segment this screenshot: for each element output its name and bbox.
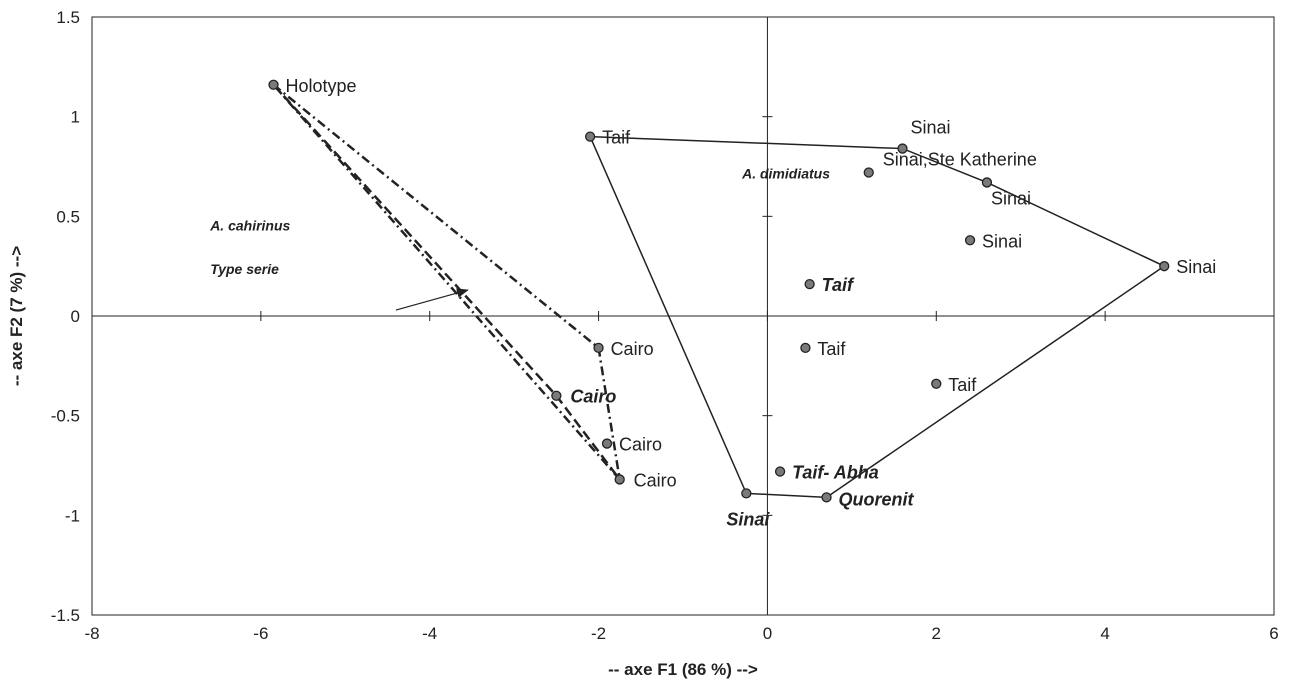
annotation-label: A. cahirinus <box>209 217 290 233</box>
point-label: Sinai <box>1176 257 1216 277</box>
point-label: Taif <box>817 339 846 359</box>
point-label: Cairo <box>570 387 616 407</box>
data-point <box>804 278 815 290</box>
x-tick-label: -8 <box>84 624 99 643</box>
point-label: Cairo <box>634 470 677 490</box>
point-label: Sinai <box>991 188 1031 208</box>
x-tick-label: -2 <box>591 624 606 643</box>
annotation-label: A. dimidiatus <box>741 165 830 181</box>
data-point <box>741 488 752 499</box>
data-point <box>800 342 811 354</box>
annotation-arrow <box>395 288 469 311</box>
x-axis-title: -- axe F1 (86 %) --> <box>608 660 758 679</box>
x-tick-label: 4 <box>1100 624 1109 643</box>
y-tick-label: -1.5 <box>51 606 80 625</box>
x-tick-label: -4 <box>422 624 437 643</box>
data-point <box>1159 261 1170 272</box>
point-label: Sinai,Ste Katherine <box>883 149 1037 169</box>
point-label: Cairo <box>611 339 654 359</box>
point-label: Holotype <box>286 76 357 96</box>
point-label: Sinai <box>726 509 770 529</box>
data-point <box>593 342 604 354</box>
y-tick-label: -0.5 <box>51 407 80 426</box>
data-point <box>981 177 993 188</box>
point-label: Sinai <box>911 118 951 138</box>
hull-dimidiatus <box>589 135 1166 499</box>
point-label: Taif <box>948 375 977 395</box>
y-tick-label: -1 <box>65 506 80 525</box>
point-label: Quorenit <box>839 489 915 509</box>
data-point <box>821 492 832 503</box>
y-tick-label: 0.5 <box>56 207 80 226</box>
point-label: Taif <box>822 275 855 295</box>
point-label: Sinai <box>982 231 1022 251</box>
data-point <box>268 79 279 90</box>
data-point <box>601 438 613 449</box>
x-tick-label: 0 <box>763 624 772 643</box>
annotation-label: Type serie <box>210 261 279 277</box>
y-axis-title: -- axe F2 (7 %) --> <box>7 246 26 386</box>
data-point <box>614 474 625 485</box>
point-label: Taif <box>602 128 631 148</box>
data-point <box>897 143 908 154</box>
point-label: Taif- Abha <box>792 462 879 482</box>
x-tick-label: 6 <box>1269 624 1278 643</box>
data-point <box>863 167 874 178</box>
data-point <box>931 378 942 389</box>
data-point <box>964 235 976 246</box>
y-tick-label: 1 <box>71 108 80 127</box>
data-point <box>584 131 596 142</box>
x-tick-label: -6 <box>253 624 268 643</box>
y-tick-label: 0 <box>71 307 80 326</box>
hull-cahirinus-dashdot <box>272 83 622 484</box>
data-point <box>774 466 786 477</box>
point-label: Cairo <box>619 435 662 455</box>
data-point <box>551 390 562 401</box>
x-tick-label: 2 <box>932 624 941 643</box>
y-tick-label: 1.5 <box>56 8 80 27</box>
